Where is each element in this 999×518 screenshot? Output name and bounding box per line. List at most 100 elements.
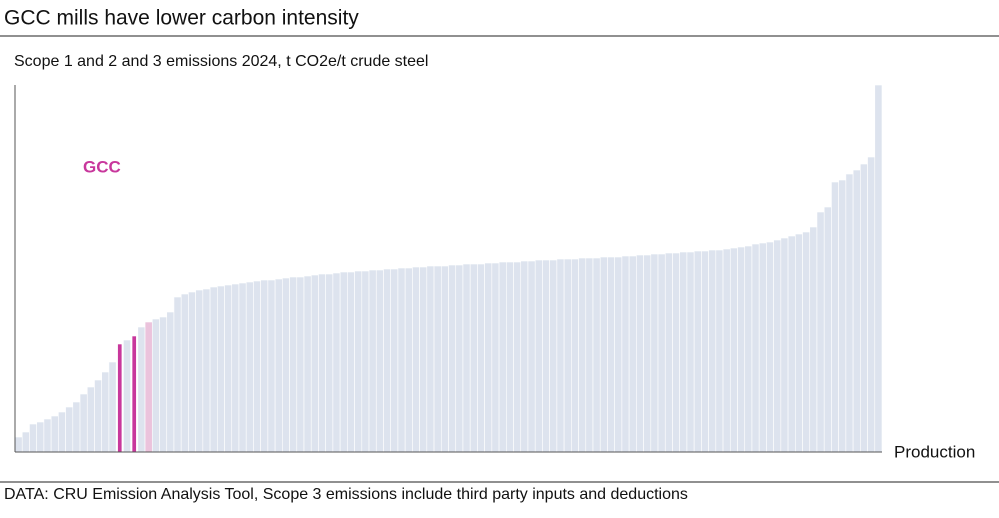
bar	[94, 379, 102, 453]
bar	[693, 250, 702, 453]
bar	[117, 343, 123, 453]
bar	[845, 173, 854, 453]
bar	[852, 169, 861, 453]
bar	[166, 311, 175, 453]
bar	[448, 264, 457, 453]
bar	[245, 281, 254, 453]
chart-subtitle: Scope 1 and 2 and 3 emissions 2024, t CO…	[14, 53, 428, 70]
bar	[621, 255, 630, 453]
bar	[766, 241, 774, 453]
bar	[260, 279, 269, 453]
bar	[737, 246, 746, 453]
bar	[498, 261, 507, 453]
bar	[433, 265, 442, 453]
bar	[289, 276, 298, 453]
bar	[303, 275, 312, 453]
bar	[462, 263, 471, 453]
bar	[491, 262, 500, 453]
bar	[253, 280, 261, 453]
bar	[664, 252, 673, 453]
bar	[679, 251, 688, 453]
bar	[101, 371, 110, 453]
bar	[477, 263, 485, 453]
bar	[14, 436, 23, 453]
bar	[484, 262, 493, 453]
bar	[86, 386, 95, 453]
bar	[412, 266, 420, 453]
bar	[231, 283, 240, 453]
bar	[773, 239, 782, 453]
bar	[505, 261, 514, 453]
bar	[108, 361, 117, 453]
bar	[867, 156, 876, 453]
bar	[816, 211, 825, 453]
bar	[657, 253, 666, 453]
bar	[383, 268, 392, 453]
bar	[556, 258, 565, 453]
bar	[650, 253, 659, 453]
bar	[592, 257, 601, 453]
bar	[701, 250, 709, 453]
bar	[455, 264, 464, 453]
bar	[404, 267, 413, 453]
bar	[217, 285, 225, 453]
bar	[368, 269, 377, 453]
chart-title: GCC mills have lower carbon intensity	[4, 7, 359, 30]
bar	[549, 259, 558, 453]
x-axis-label: Production	[894, 442, 975, 461]
bar	[397, 267, 406, 453]
bar	[831, 181, 839, 453]
bar	[375, 269, 384, 453]
bar	[860, 163, 868, 453]
bar	[614, 256, 623, 453]
annotation: GCC	[83, 157, 121, 176]
bar	[643, 254, 652, 453]
bar	[159, 316, 168, 453]
bar	[43, 418, 52, 453]
bar	[188, 291, 196, 453]
bar	[607, 256, 615, 453]
bar	[780, 237, 789, 453]
bar	[823, 206, 832, 453]
bar	[224, 284, 233, 453]
bar	[802, 231, 811, 453]
bar	[144, 321, 153, 453]
bar	[282, 277, 290, 453]
bar	[426, 265, 435, 453]
bar	[585, 257, 594, 453]
bar	[390, 268, 399, 453]
bar	[21, 431, 30, 453]
bar	[151, 318, 160, 453]
bar	[332, 272, 341, 453]
bar	[578, 257, 587, 453]
bar	[758, 242, 767, 453]
bar	[361, 270, 370, 453]
bar	[36, 421, 45, 453]
bar	[180, 293, 189, 453]
bar	[527, 260, 536, 453]
bar	[58, 411, 66, 453]
source-note: DATA: CRU Emission Analysis Tool, Scope …	[4, 486, 688, 503]
bar	[751, 243, 760, 453]
bar	[636, 254, 644, 453]
bar	[440, 265, 449, 453]
bar	[599, 256, 608, 453]
bar	[469, 263, 478, 453]
bar	[563, 258, 572, 453]
bar	[809, 226, 818, 453]
bar	[274, 278, 283, 453]
bar	[419, 266, 428, 453]
bar	[513, 261, 522, 453]
bar	[874, 84, 883, 453]
bar	[744, 245, 753, 453]
bar	[79, 393, 88, 453]
bar	[794, 233, 803, 453]
bar	[838, 179, 847, 453]
bar	[520, 260, 529, 453]
bar	[534, 259, 543, 453]
bar	[325, 273, 334, 453]
bar	[339, 271, 348, 453]
bar	[195, 289, 204, 453]
bar	[173, 296, 182, 453]
bar	[318, 273, 326, 453]
